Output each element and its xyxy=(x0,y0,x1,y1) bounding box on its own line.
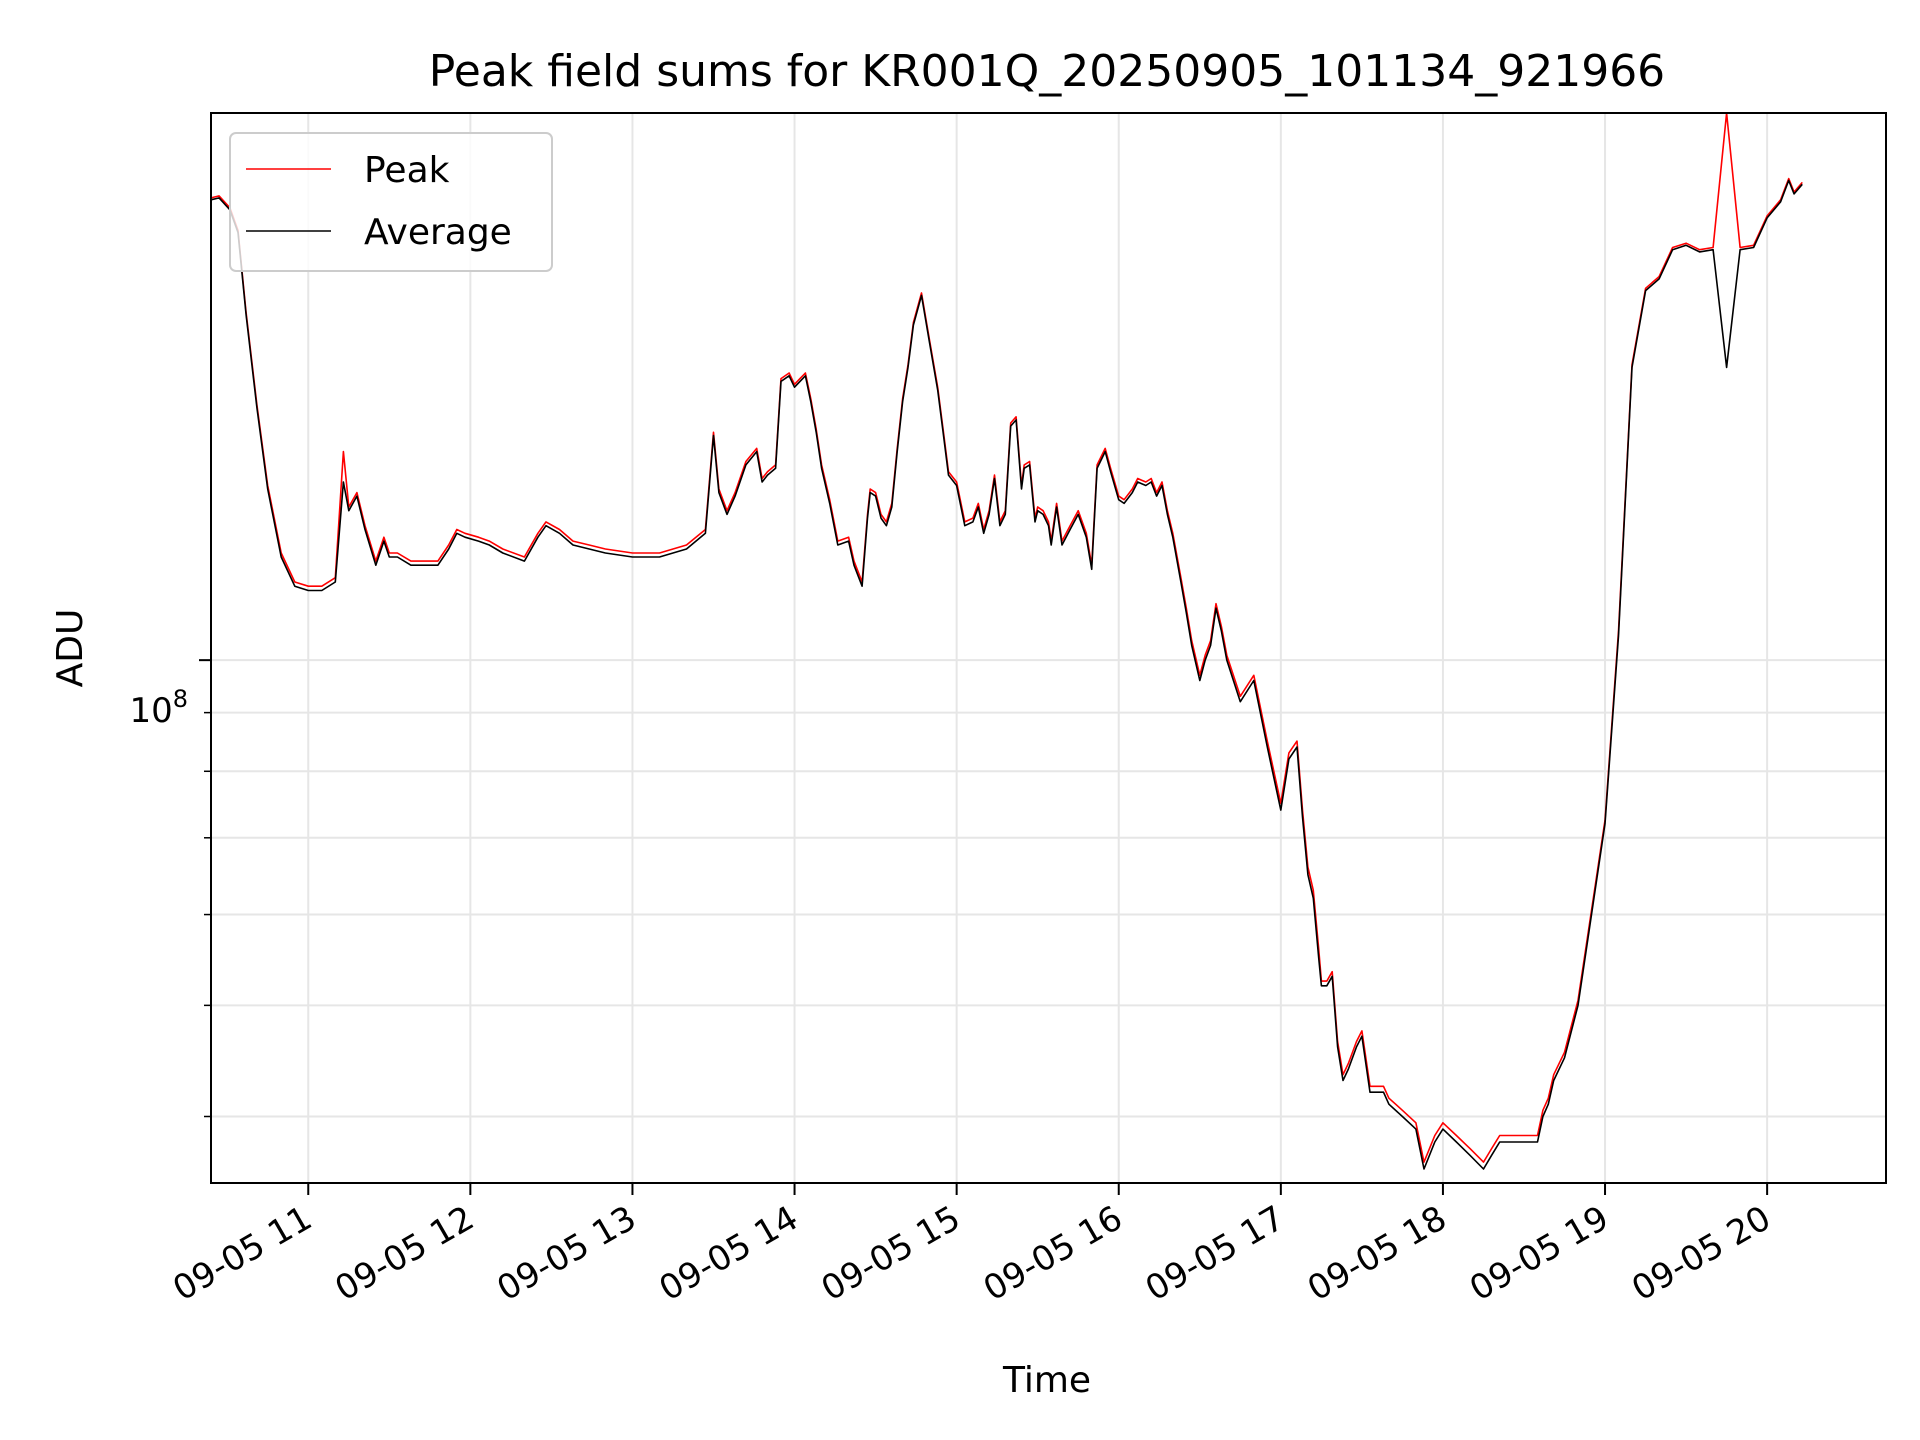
chart-title: Peak field sums for KR001Q_20250905_1011… xyxy=(429,46,1665,97)
grid-layer xyxy=(211,113,1886,1183)
legend-frame xyxy=(229,132,553,272)
x-axis-label: Time xyxy=(1002,1360,1091,1401)
y-axis-label: ADU xyxy=(50,609,91,688)
plot-frame xyxy=(210,112,1887,1184)
series-line-average xyxy=(210,179,1803,1170)
series-layer xyxy=(210,112,1803,1170)
y-major-tick-label: 108 xyxy=(129,685,188,731)
legend: Peak Average xyxy=(229,132,553,272)
legend-label-peak: Peak xyxy=(364,150,450,191)
legend-label-average: Average xyxy=(364,212,512,253)
